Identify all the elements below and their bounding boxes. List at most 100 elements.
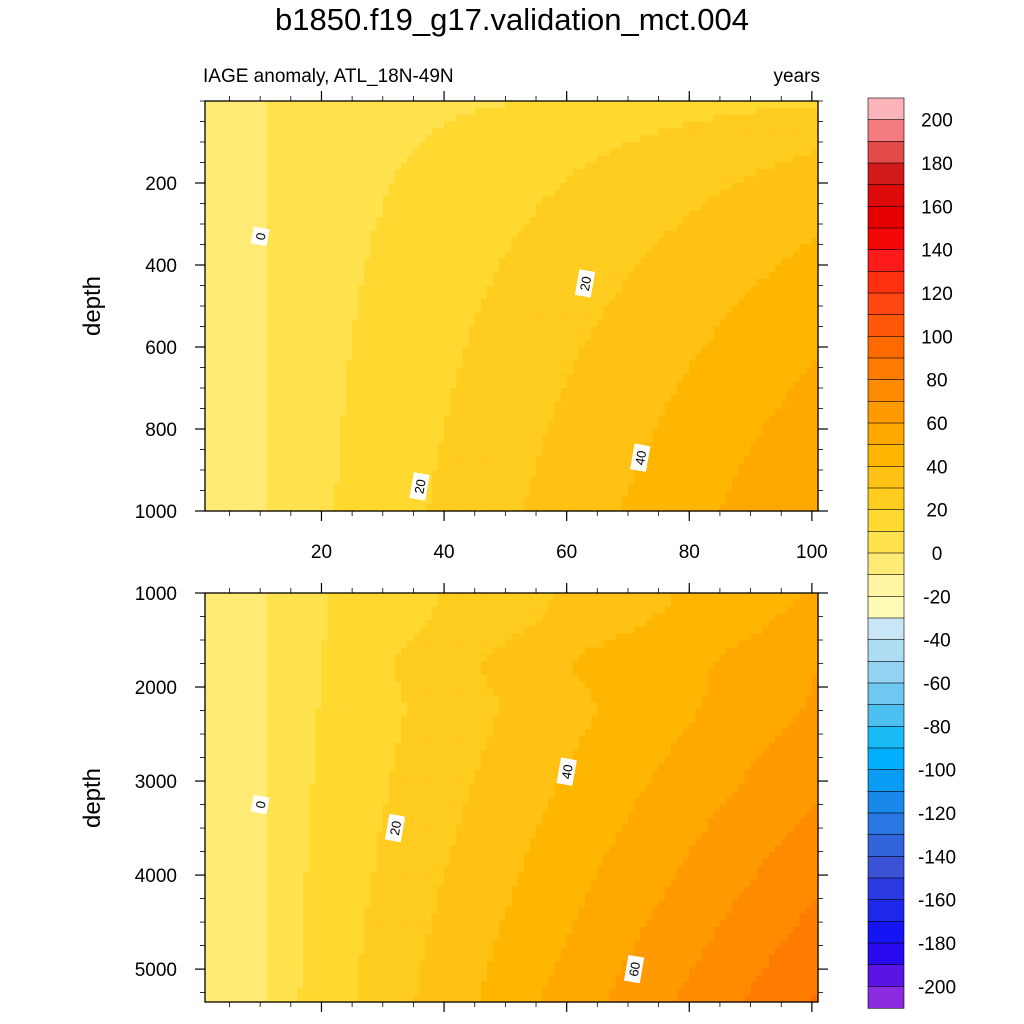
field-cell xyxy=(229,278,237,287)
field-cell xyxy=(388,408,396,416)
field-cell xyxy=(303,237,310,246)
field-cell xyxy=(536,148,543,157)
field-cell xyxy=(437,155,445,164)
field-cell xyxy=(499,490,506,498)
field-cell xyxy=(560,265,568,273)
field-cell xyxy=(425,101,433,109)
field-cell xyxy=(603,422,611,430)
field-cell xyxy=(695,251,703,259)
field-cell xyxy=(296,394,304,403)
field-cell xyxy=(683,415,690,423)
field-cell xyxy=(425,114,433,123)
field-cell xyxy=(321,155,329,164)
field-cell xyxy=(609,265,617,273)
field-cell xyxy=(217,435,224,444)
field-cell xyxy=(554,128,562,136)
field-cell xyxy=(585,237,592,246)
field-cell xyxy=(499,463,506,471)
field-cell xyxy=(536,401,543,410)
field-cell xyxy=(333,483,341,492)
field-cell xyxy=(511,203,519,211)
field-cell xyxy=(646,490,654,498)
field-cell xyxy=(345,374,353,382)
field-cell xyxy=(345,312,353,321)
field-cell xyxy=(677,148,684,157)
field-cell xyxy=(217,244,224,252)
field-cell xyxy=(290,381,298,389)
field-cell xyxy=(395,381,402,389)
field-cell xyxy=(566,176,574,184)
field-cell xyxy=(345,429,353,437)
field-cell xyxy=(707,319,715,328)
field-cell xyxy=(315,347,323,355)
field-cell xyxy=(689,271,696,280)
field-cell xyxy=(241,114,249,123)
field-cell xyxy=(578,306,586,314)
field-cell xyxy=(284,128,292,136)
field-cell xyxy=(437,237,445,246)
field-cell xyxy=(321,299,329,307)
field-cell xyxy=(634,128,641,136)
field-cell xyxy=(388,476,396,485)
field-cell xyxy=(664,224,672,232)
field-cell xyxy=(609,278,617,287)
field-cell xyxy=(493,442,500,451)
field-cell xyxy=(560,142,568,150)
field-cell xyxy=(554,381,562,389)
field-cell xyxy=(407,128,415,136)
field-cell xyxy=(536,463,543,471)
field-cell xyxy=(486,374,494,382)
field-cell xyxy=(425,442,433,451)
field-cell xyxy=(229,394,237,403)
field-cell xyxy=(627,353,635,362)
field-cell xyxy=(247,388,255,396)
field-cell xyxy=(523,237,531,246)
field-cell xyxy=(511,319,519,328)
field-cell xyxy=(217,121,224,129)
field-cell xyxy=(278,244,286,252)
field-cell xyxy=(395,278,402,287)
field-cell xyxy=(486,401,494,410)
field-cell xyxy=(627,176,635,184)
field-cell xyxy=(560,504,568,512)
field-cell xyxy=(542,497,549,505)
field-cell xyxy=(419,401,427,410)
field-cell xyxy=(627,148,635,157)
field-cell xyxy=(578,326,586,334)
field-cell xyxy=(321,196,329,205)
field-cell xyxy=(677,340,684,348)
field-cell xyxy=(597,278,605,287)
field-cell xyxy=(468,470,476,478)
field-cell xyxy=(382,224,390,232)
field-cell xyxy=(652,278,660,287)
field-cell xyxy=(523,210,531,218)
field-cell xyxy=(493,217,500,225)
field-cell xyxy=(229,237,237,246)
field-cell xyxy=(272,271,280,280)
field-cell xyxy=(523,463,531,471)
field-cell xyxy=(646,230,654,239)
field-cell xyxy=(382,114,390,123)
field-cell xyxy=(578,442,586,451)
field-cell xyxy=(517,135,525,143)
field-cell xyxy=(529,237,537,246)
field-cell xyxy=(260,196,267,205)
field-cell xyxy=(370,258,378,266)
field-cell xyxy=(493,360,500,369)
field-cell xyxy=(578,142,586,150)
field-cell xyxy=(223,183,231,191)
field-cell xyxy=(591,483,598,492)
field-cell xyxy=(333,258,341,266)
field-cell xyxy=(615,189,623,198)
field-cell xyxy=(554,449,562,457)
field-cell xyxy=(523,224,531,232)
field-cell xyxy=(548,497,556,505)
field-cell xyxy=(266,497,274,505)
field-cell xyxy=(327,258,335,266)
field-cell xyxy=(437,162,445,170)
field-cell xyxy=(627,258,635,266)
field-cell xyxy=(615,148,623,157)
field-cell xyxy=(615,217,623,225)
field-cell xyxy=(376,394,384,403)
field-cell xyxy=(364,367,372,375)
